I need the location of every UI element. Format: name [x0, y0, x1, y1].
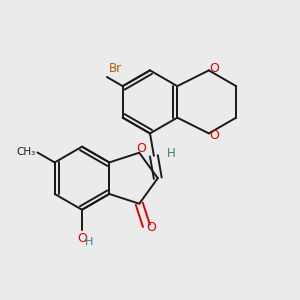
Text: H: H	[167, 147, 175, 160]
Text: O: O	[146, 221, 156, 234]
Text: Br: Br	[109, 62, 122, 75]
Text: O: O	[209, 62, 219, 75]
Text: H: H	[85, 237, 94, 247]
Text: CH₃: CH₃	[16, 147, 36, 157]
Text: O: O	[78, 232, 88, 245]
Text: O: O	[136, 142, 146, 155]
Text: O: O	[209, 129, 219, 142]
